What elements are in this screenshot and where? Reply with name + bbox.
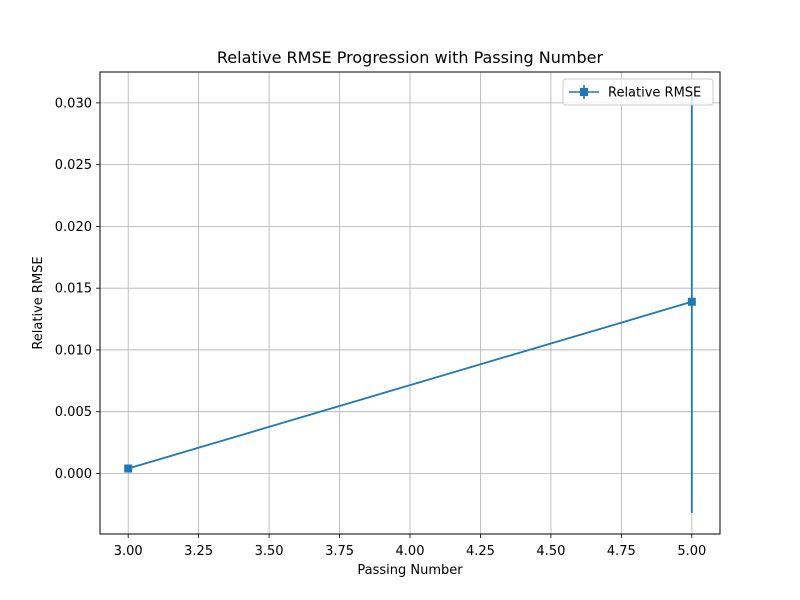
series-line	[127, 300, 693, 470]
chart-title: Relative RMSE Progression with Passing N…	[217, 48, 604, 67]
x-tick-label: 5.00	[677, 544, 706, 559]
y-tick-label: 0.030	[55, 96, 92, 111]
legend-marker-square	[580, 88, 588, 96]
series-layer	[124, 90, 696, 513]
x-tick-label: 3.75	[325, 544, 354, 559]
x-tick-label: 4.25	[466, 544, 495, 559]
y-tick-label: 0.025	[55, 158, 92, 173]
y-tick-label: 0.020	[55, 220, 92, 235]
legend-label: Relative RMSE	[608, 86, 701, 101]
x-tick-label: 3.50	[255, 544, 284, 559]
legend: Relative RMSE	[562, 78, 714, 106]
legend-box	[562, 78, 714, 106]
y-tick-label: 0.005	[55, 405, 92, 420]
x-axis-label: Passing Number	[357, 563, 463, 578]
y-tick-label: 0.015	[55, 282, 92, 297]
data-point	[687, 297, 696, 306]
y-tick-label: 0.010	[55, 343, 92, 358]
data-point	[124, 464, 133, 473]
x-tick-label: 4.00	[396, 544, 425, 559]
x-tick-label: 3.25	[184, 544, 213, 559]
x-tick-label: 3.00	[114, 544, 143, 559]
y-axis-label: Relative RMSE	[31, 256, 46, 349]
y-tick-label: 0.000	[55, 467, 92, 482]
ticks: 3.00 3.25 3.50 3.75 4.00 4.25 4.50 4.75 5.00 0.00…	[55, 96, 707, 559]
x-tick-label: 4.50	[536, 544, 565, 559]
x-tick-label: 4.75	[607, 544, 636, 559]
